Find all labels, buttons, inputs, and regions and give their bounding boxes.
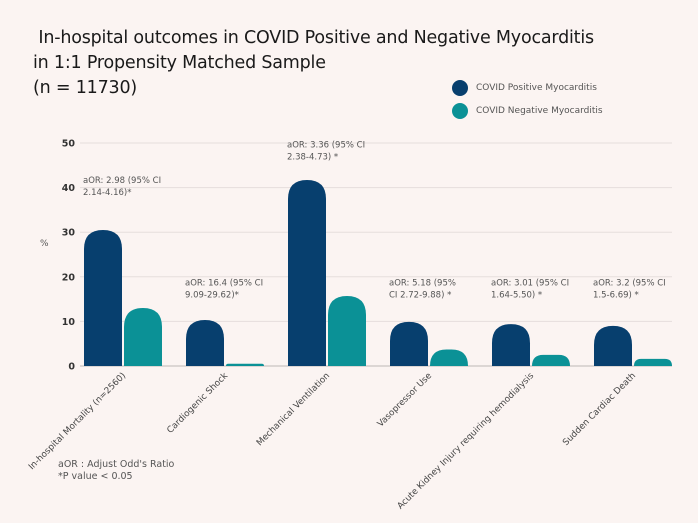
bar-covid-positive	[186, 320, 224, 366]
aor-annotation: 9.09-29.62)*	[185, 291, 239, 301]
legend-label-negative: COVID Negative Myocarditis	[476, 105, 603, 116]
x-tick-label: Mechanical Ventilation	[255, 371, 332, 448]
bar-covid-positive	[84, 229, 122, 366]
legend-label-positive: COVID Positive Myocarditis	[476, 82, 597, 93]
footnote-aor: aOR : Adjust Odd's Ratio	[58, 459, 175, 470]
bar-covid-positive	[594, 325, 632, 366]
bar-covid-positive	[288, 180, 326, 366]
title-line-3: (n = 11730)	[33, 78, 138, 98]
y-tick-label: 50	[62, 139, 76, 150]
aor-annotation: aOR: 5.18 (95%	[389, 279, 456, 289]
bar-covid-positive	[492, 324, 530, 366]
y-tick-label: 30	[62, 228, 76, 239]
aor-annotation: aOR: 3.01 (95% CI	[491, 279, 569, 289]
title-line-1: In-hospital outcomes in COVID Positive a…	[33, 28, 594, 48]
legend: COVID Positive Myocarditis COVID Negativ…	[452, 76, 603, 122]
legend-item-positive: COVID Positive Myocarditis	[452, 76, 603, 99]
x-tick-label: In-hospital Mortality (n=2560)	[27, 371, 128, 472]
title-line-2: in 1:1 Propensity Matched Sample	[33, 53, 326, 73]
aor-annotation: 2.14-4.16)*	[83, 188, 132, 198]
legend-item-negative: COVID Negative Myocarditis	[452, 99, 603, 122]
aor-annotation: 2.38-4.73) *	[287, 152, 338, 162]
y-tick-label: 0	[68, 362, 75, 373]
y-tick-label: 10	[62, 317, 76, 328]
aor-annotation: CI 2.72-9.88) *	[389, 291, 451, 301]
aor-annotation: 1.64-5.50) *	[491, 291, 542, 301]
bar-covid-negative	[226, 363, 264, 366]
y-tick-label: 40	[62, 183, 76, 194]
aor-annotation: aOR: 3.36 (95% CI	[287, 140, 365, 150]
x-tick-label: Cardiogenic Shock	[165, 370, 230, 435]
aor-annotation: 1.5-6.69) *	[593, 291, 639, 301]
bar-covid-negative	[328, 295, 366, 366]
x-tick-label: Vasopressor Use	[376, 371, 434, 429]
y-axis-label: %	[40, 239, 49, 249]
x-tick-label: Sudden Cardiac Death	[561, 371, 638, 448]
aor-annotation: aOR: 16.4 (95% CI	[185, 279, 263, 289]
legend-swatch-negative	[452, 102, 468, 119]
bar-covid-negative	[430, 349, 468, 366]
footnotes: aOR : Adjust Odd's Ratio *P value < 0.05	[58, 459, 174, 483]
y-tick-label: 20	[62, 272, 76, 283]
footnote-pvalue: *P value < 0.05	[58, 471, 133, 482]
legend-swatch-positive	[452, 79, 468, 96]
aor-annotation: aOR: 3.2 (95% CI	[593, 279, 666, 289]
bar-covid-negative	[532, 354, 570, 366]
chart-title: In-hospital outcomes in COVID Positive a…	[33, 26, 594, 101]
bar-covid-negative	[124, 308, 162, 366]
bar-covid-negative	[634, 358, 672, 366]
bar-covid-positive	[390, 321, 428, 366]
aor-annotation: aOR: 2.98 (95% CI	[83, 176, 161, 186]
